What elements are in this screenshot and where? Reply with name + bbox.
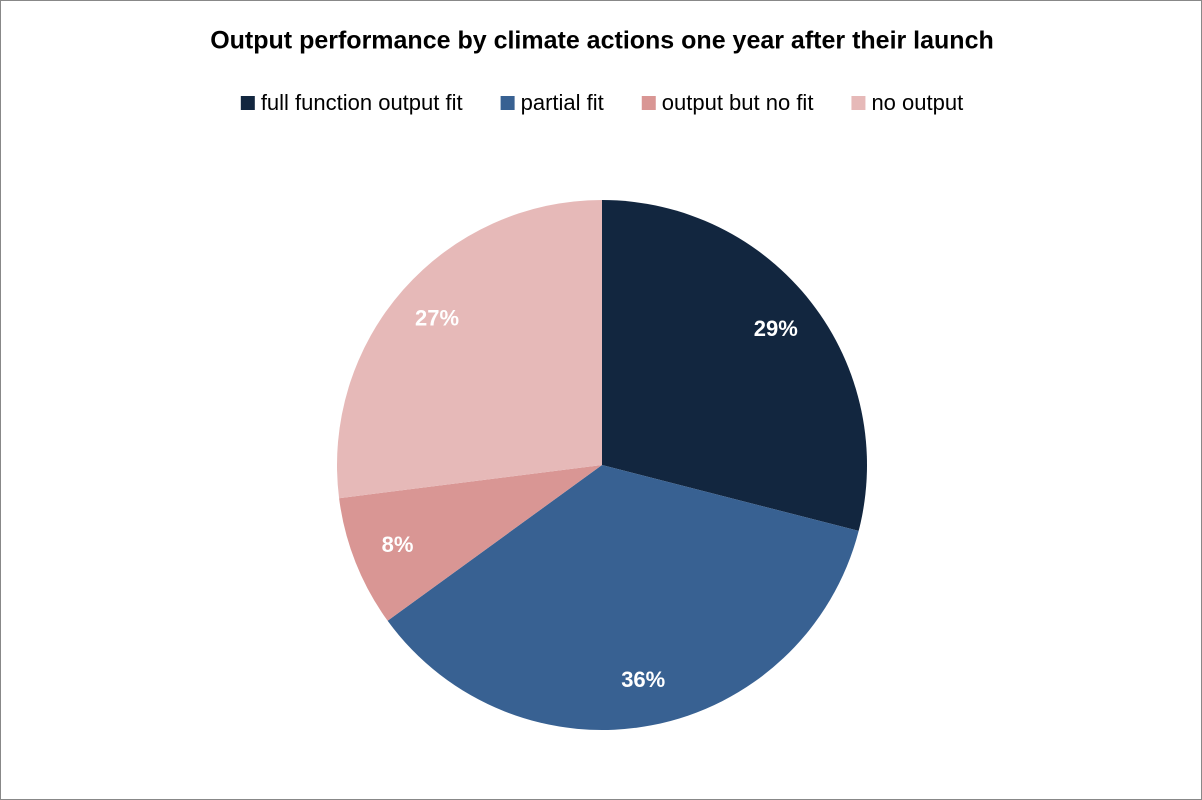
legend-label: partial fit: [521, 90, 604, 115]
legend-label: no output: [871, 90, 963, 115]
data-label: 29%: [754, 316, 798, 341]
pie-slice: [602, 200, 867, 531]
data-label: 36%: [621, 667, 665, 692]
pie-slice: [337, 200, 602, 499]
legend-swatch: [240, 96, 255, 110]
pie-slice: [339, 465, 602, 621]
pie-slice: [387, 465, 859, 730]
legend-label: full function output fit: [261, 90, 463, 115]
legend-swatch: [500, 96, 515, 110]
legend-swatch: [641, 96, 656, 110]
data-label: 8%: [382, 532, 414, 557]
chart-title: Output performance by climate actions on…: [210, 27, 994, 55]
data-label: 27%: [415, 305, 459, 330]
legend: full function output fit partial fit outpu…: [240, 90, 963, 115]
legend-label: output but no fit: [662, 90, 814, 115]
legend-swatch: [851, 96, 866, 110]
